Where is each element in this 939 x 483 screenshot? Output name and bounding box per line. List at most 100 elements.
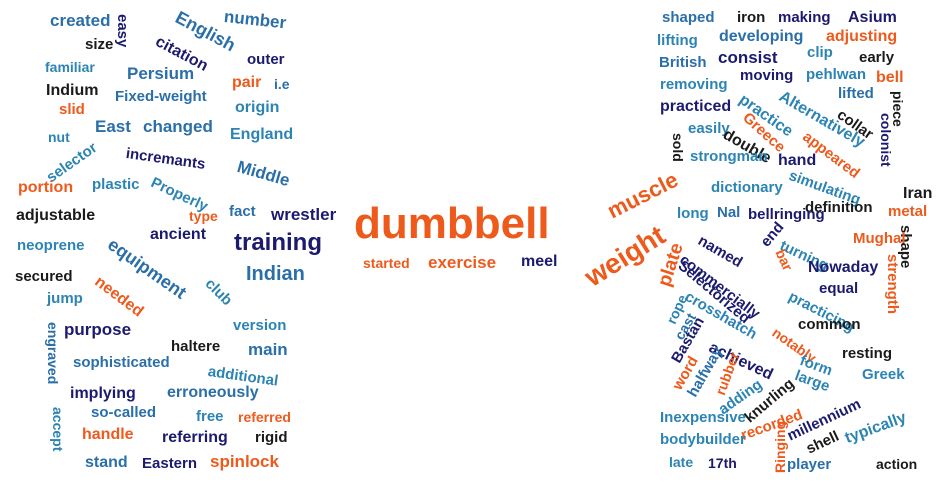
word-iron: iron bbox=[737, 9, 766, 26]
word-lifting: lifting bbox=[657, 32, 698, 49]
word-easy: easy bbox=[114, 14, 131, 48]
word-fixed-weight: Fixed-weight bbox=[115, 88, 207, 105]
word-iran: Iran bbox=[903, 185, 933, 202]
word-east: East bbox=[95, 117, 131, 136]
word-haltere: haltere bbox=[171, 338, 221, 355]
word-referred: referred bbox=[238, 409, 291, 425]
word-indian: Indian bbox=[246, 263, 305, 285]
word-player: player bbox=[787, 456, 832, 473]
word-plastic: plastic bbox=[92, 176, 140, 193]
word-removing: removing bbox=[660, 76, 728, 93]
word-indium: Indium bbox=[46, 82, 99, 99]
word-equal: equal bbox=[819, 280, 859, 297]
word-sophisticated: sophisticated bbox=[73, 354, 170, 371]
word-dumbbell: dumbbell bbox=[354, 199, 550, 248]
word-exercise: exercise bbox=[428, 253, 497, 272]
word-long: long bbox=[677, 205, 709, 222]
word-type: type bbox=[189, 208, 218, 224]
word-implying: implying bbox=[70, 385, 136, 402]
word-sold: sold bbox=[670, 133, 686, 162]
word-i-e: i.e bbox=[274, 76, 290, 92]
word-muscle: muscle bbox=[603, 166, 683, 224]
word-adjusting: adjusting bbox=[826, 28, 898, 45]
word-inexpensive: Inexpensive bbox=[660, 409, 746, 426]
word-dictionary: dictionary bbox=[711, 179, 783, 196]
word-lifted: lifted bbox=[838, 85, 874, 102]
word-pehlwan: pehlwan bbox=[806, 66, 867, 83]
word-portion: portion bbox=[18, 179, 74, 196]
word-nal: Nal bbox=[717, 204, 741, 221]
word-created: created bbox=[50, 11, 111, 30]
word-started: started bbox=[363, 255, 410, 271]
word-wrestler: wrestler bbox=[271, 205, 337, 224]
word-strength: strength bbox=[884, 254, 901, 314]
word-shaped: shaped bbox=[662, 9, 715, 26]
word-british: British bbox=[659, 54, 707, 71]
word-referring: referring bbox=[162, 429, 228, 446]
word-bodybuilder: bodybuilder bbox=[660, 431, 746, 448]
word-persium: Persium bbox=[127, 64, 195, 83]
word-moving: moving bbox=[740, 67, 794, 84]
word-secured: secured bbox=[15, 268, 73, 285]
word-metal: metal bbox=[888, 203, 928, 220]
word-asium: Asium bbox=[848, 9, 897, 26]
word-club: club bbox=[201, 275, 236, 310]
word-main: main bbox=[248, 340, 288, 359]
word-outer: outer bbox=[247, 51, 285, 68]
word-nowaday: Nowaday bbox=[808, 259, 879, 276]
word-adjustable: adjustable bbox=[16, 207, 96, 224]
word-size: size bbox=[85, 36, 114, 53]
word-practiced: practiced bbox=[660, 98, 732, 115]
word-number: number bbox=[223, 7, 288, 33]
word-changed: changed bbox=[143, 117, 213, 136]
word-developing: developing bbox=[719, 28, 804, 45]
word-origin: origin bbox=[235, 99, 280, 116]
word-handle: handle bbox=[82, 426, 134, 443]
word-stand: stand bbox=[85, 454, 128, 471]
word-hand: hand bbox=[778, 152, 817, 169]
word-ancient: ancient bbox=[150, 226, 207, 243]
word-purpose: purpose bbox=[64, 320, 132, 339]
word-erroneously: erroneously bbox=[167, 384, 259, 401]
word-slid: slid bbox=[59, 101, 85, 118]
word-bellringing: bellringing bbox=[748, 206, 825, 223]
word-needed: needed bbox=[91, 273, 147, 321]
word-free: free bbox=[196, 408, 224, 425]
word-action: action bbox=[876, 456, 918, 472]
word-rigid: rigid bbox=[255, 429, 288, 446]
word-early: early bbox=[859, 49, 895, 66]
word-strongman: strongman bbox=[690, 148, 768, 165]
word-engraved: engraved bbox=[45, 322, 61, 385]
word-ringing: Ringing bbox=[772, 420, 788, 473]
word-training: training bbox=[234, 229, 322, 256]
word-pair: pair bbox=[232, 74, 262, 91]
word-late: late bbox=[669, 454, 694, 470]
word-middle: Middle bbox=[235, 157, 293, 191]
word-resting: resting bbox=[842, 345, 893, 362]
word-clip: clip bbox=[807, 44, 833, 61]
word-greek: Greek bbox=[862, 366, 905, 383]
word-meel: meel bbox=[521, 253, 558, 270]
word-17th: 17th bbox=[708, 455, 737, 471]
word-jump: jump bbox=[47, 290, 83, 307]
word-england: England bbox=[230, 126, 294, 143]
word-colonist: colonist bbox=[878, 113, 894, 167]
word-nut: nut bbox=[48, 129, 70, 145]
word-common: common bbox=[798, 316, 861, 333]
word-consist: consist bbox=[718, 48, 778, 67]
word-definition: definition bbox=[805, 199, 873, 216]
word-so-called: so-called bbox=[91, 404, 157, 421]
word-familiar: familiar bbox=[45, 59, 95, 75]
word-neoprene: neoprene bbox=[17, 237, 85, 254]
word-accept: accept bbox=[50, 407, 66, 452]
word-version: version bbox=[233, 317, 287, 334]
word-mughal: Mughal bbox=[853, 230, 906, 247]
word-fact: fact bbox=[229, 203, 256, 220]
word-easily: easily bbox=[688, 120, 730, 137]
word-making: making bbox=[778, 9, 831, 26]
word-incremants: incremants bbox=[124, 145, 207, 173]
word-spinlock: spinlock bbox=[210, 452, 279, 471]
word-bell: bell bbox=[876, 69, 904, 86]
word-eastern: Eastern bbox=[142, 455, 198, 472]
